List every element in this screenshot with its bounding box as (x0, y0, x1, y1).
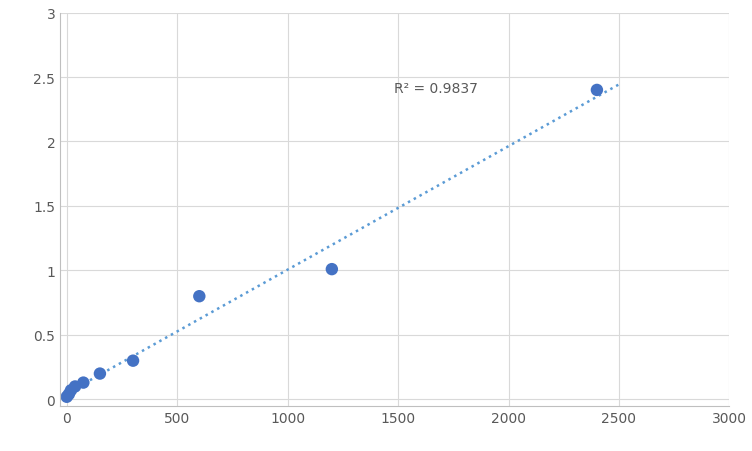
Text: R² = 0.9837: R² = 0.9837 (394, 82, 478, 96)
Point (591, 87, 603, 94)
Point (193, 293, 205, 300)
Point (61, 393, 73, 400)
Point (127, 357, 139, 364)
Point (326, 266, 338, 273)
Point (69, 383, 81, 390)
Point (63, 391, 75, 398)
Point (94, 370, 106, 377)
Point (77, 379, 89, 387)
Point (65, 387, 77, 394)
